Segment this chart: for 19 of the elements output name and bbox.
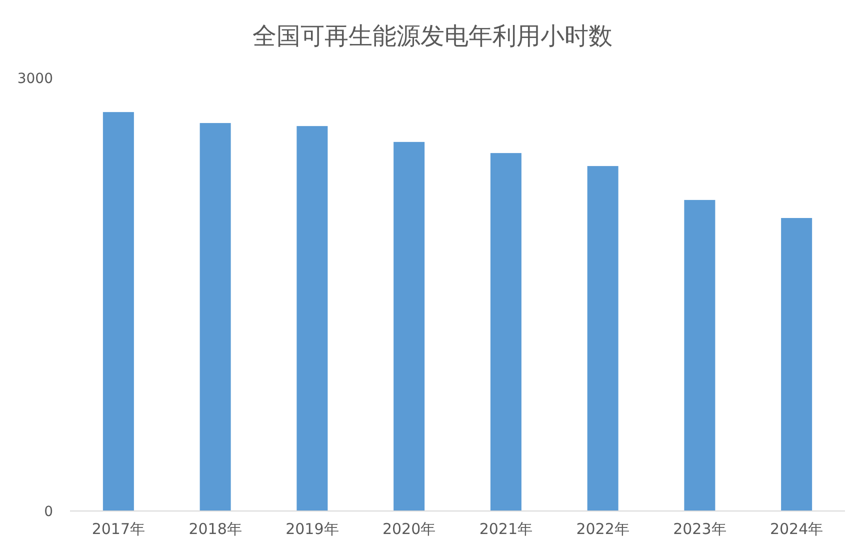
bar: [102, 112, 134, 511]
x-tick-label: 2020年: [382, 520, 436, 538]
x-tick-label: 2017年: [92, 520, 146, 538]
bar: [296, 126, 328, 511]
x-tick-label: 2018年: [188, 520, 242, 538]
bar: [490, 153, 522, 511]
bar: [781, 218, 812, 511]
x-tick-label: 2024年: [770, 520, 824, 538]
bar: [684, 200, 716, 511]
y-tick-label: 3000: [17, 70, 53, 87]
bar: [587, 166, 618, 511]
x-tick-label: 2019年: [286, 520, 339, 538]
chart-title: 全国可再生能源发电年利用小时数: [252, 22, 612, 50]
bar: [394, 142, 425, 511]
x-tick-label: 2021年: [479, 520, 533, 538]
y-tick-label: 0: [44, 504, 53, 520]
x-tick-label: 2023年: [673, 520, 726, 538]
x-tick-label: 2022年: [576, 520, 630, 538]
bar: [200, 123, 231, 511]
